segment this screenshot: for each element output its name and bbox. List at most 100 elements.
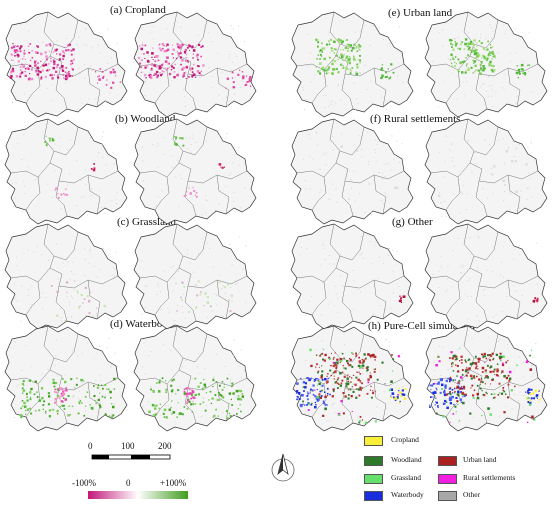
map-speckle bbox=[76, 205, 78, 207]
change-cell bbox=[62, 394, 64, 397]
map-speckle bbox=[352, 212, 354, 214]
change-cell bbox=[17, 54, 20, 57]
change-cell bbox=[359, 54, 361, 57]
change-cell bbox=[44, 412, 47, 414]
change-cell bbox=[51, 77, 54, 80]
change-cell bbox=[355, 71, 357, 73]
change-cell bbox=[51, 137, 54, 140]
map-speckle bbox=[221, 137, 223, 139]
map-g-right bbox=[424, 223, 548, 330]
change-cell bbox=[322, 400, 325, 403]
change-cell bbox=[488, 62, 491, 66]
change-cell bbox=[166, 56, 169, 59]
change-cell bbox=[92, 168, 96, 172]
change-cell bbox=[174, 63, 176, 65]
change-cell bbox=[341, 41, 343, 44]
map-speckle bbox=[16, 300, 18, 302]
change-cell bbox=[473, 49, 476, 53]
change-cell bbox=[56, 314, 59, 317]
map-speckle bbox=[492, 316, 494, 318]
map-speckle bbox=[233, 355, 235, 357]
map-speckle bbox=[432, 60, 434, 62]
change-cell bbox=[241, 399, 243, 401]
change-cell bbox=[394, 399, 397, 402]
change-cell bbox=[480, 41, 483, 45]
change-cell bbox=[96, 314, 98, 316]
change-cell bbox=[483, 56, 487, 60]
change-cell bbox=[27, 77, 31, 81]
map-speckle bbox=[444, 160, 446, 162]
change-cell bbox=[23, 52, 26, 55]
change-cell bbox=[194, 393, 197, 397]
change-cell bbox=[20, 407, 23, 410]
change-cell bbox=[175, 136, 178, 139]
change-cell bbox=[319, 53, 322, 56]
change-cell bbox=[436, 382, 439, 385]
map-speckle bbox=[67, 389, 69, 391]
map-speckle bbox=[230, 69, 232, 71]
change-cell bbox=[358, 419, 361, 422]
change-cell bbox=[392, 71, 395, 74]
map-speckle bbox=[477, 269, 479, 271]
change-cell bbox=[140, 66, 142, 68]
change-cell bbox=[21, 399, 24, 402]
map-speckle bbox=[191, 143, 193, 145]
change-cell bbox=[345, 170, 347, 172]
map-speckle bbox=[24, 192, 26, 194]
change-cell bbox=[331, 62, 334, 66]
change-cell bbox=[330, 364, 332, 367]
change-cell bbox=[486, 354, 490, 357]
change-cell bbox=[22, 380, 25, 383]
change-cell bbox=[237, 408, 239, 410]
change-cell bbox=[166, 416, 169, 419]
map-speckle bbox=[515, 317, 517, 319]
change-cell bbox=[501, 370, 504, 373]
change-cell bbox=[506, 396, 509, 399]
change-cell bbox=[473, 389, 476, 391]
map-speckle bbox=[383, 33, 385, 35]
change-cell bbox=[373, 355, 376, 358]
change-cell bbox=[101, 384, 103, 386]
map-speckle bbox=[142, 366, 144, 368]
map-speckle bbox=[89, 250, 91, 252]
change-cell bbox=[49, 139, 51, 142]
change-cell bbox=[328, 356, 331, 359]
change-cell bbox=[65, 188, 67, 191]
change-cell bbox=[317, 45, 319, 48]
change-cell bbox=[337, 362, 339, 365]
change-cell bbox=[11, 67, 15, 70]
map-speckle bbox=[340, 352, 342, 354]
change-cell bbox=[534, 389, 537, 393]
change-cell bbox=[447, 393, 449, 395]
change-cell bbox=[188, 76, 190, 78]
change-cell bbox=[184, 48, 187, 52]
change-cell bbox=[29, 407, 32, 410]
legend-rural-settlements: Rural settlements bbox=[463, 473, 516, 482]
map-speckle bbox=[177, 270, 179, 272]
change-cell bbox=[80, 378, 83, 382]
change-cell bbox=[24, 68, 27, 70]
map-speckle bbox=[530, 141, 532, 143]
map-speckle bbox=[452, 250, 454, 252]
change-cell bbox=[223, 386, 225, 389]
change-cell bbox=[366, 370, 368, 372]
change-cell bbox=[153, 74, 155, 76]
map-speckle bbox=[220, 422, 222, 424]
change-cell bbox=[56, 76, 60, 79]
map-speckle bbox=[307, 33, 309, 35]
change-cell bbox=[168, 408, 171, 411]
map-speckle bbox=[491, 95, 493, 97]
map-speckle bbox=[337, 83, 339, 85]
map-speckle bbox=[483, 83, 485, 85]
map-speckle bbox=[369, 45, 371, 47]
change-cell bbox=[176, 43, 179, 46]
change-cell bbox=[164, 67, 166, 69]
change-cell bbox=[111, 405, 115, 409]
map-speckle bbox=[166, 28, 168, 30]
map-speckle bbox=[530, 196, 532, 198]
map-speckle bbox=[81, 382, 83, 384]
map-speckle bbox=[445, 215, 447, 217]
map-speckle bbox=[221, 191, 223, 193]
change-cell bbox=[237, 397, 240, 401]
change-cell bbox=[173, 71, 176, 73]
